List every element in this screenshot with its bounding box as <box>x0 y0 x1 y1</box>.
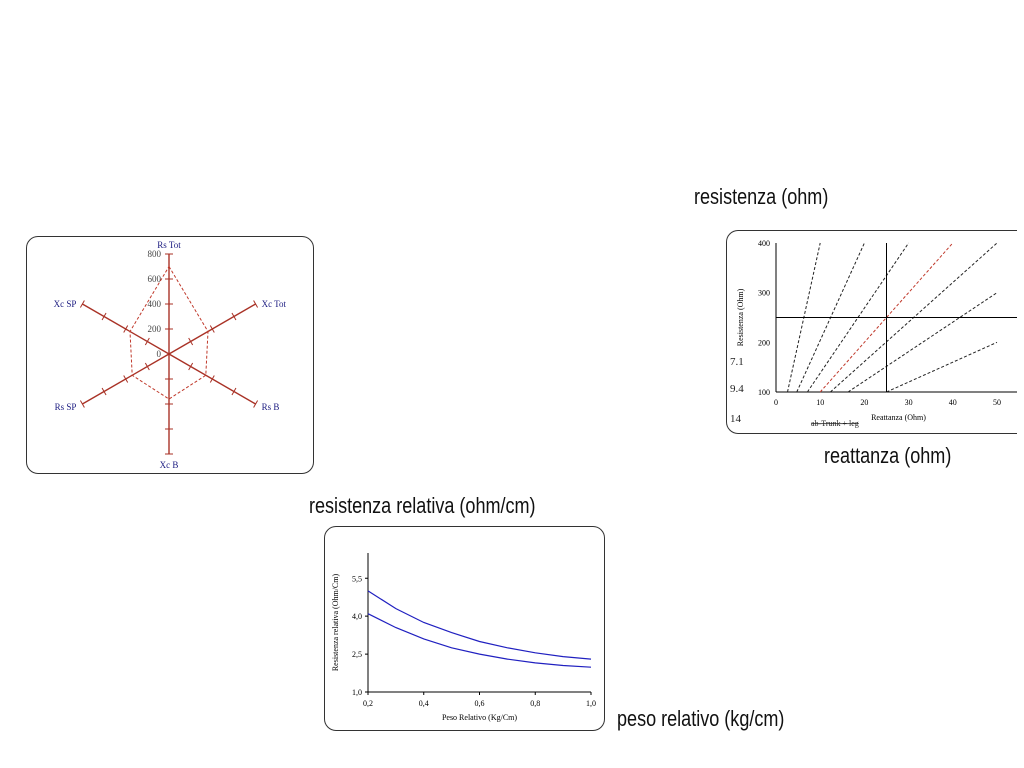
rxc-y-tick-label: 300 <box>758 289 770 298</box>
radar-axis-label: Rs Tot <box>157 240 181 250</box>
rxc-x-tick-label: 0 <box>774 398 778 407</box>
reattanza-label: reattanza (ohm) <box>824 443 952 468</box>
radar-tick-label: 800 <box>148 249 162 259</box>
radar-series-polygon <box>129 265 209 400</box>
radar-tick <box>188 362 194 371</box>
rxc-x-tick-label: 20 <box>860 398 868 407</box>
rel-x-tick-label: 0,6 <box>475 699 485 708</box>
relative-chart-panel: 0,2 0,4 0,6 0,8 1,0 1,0 2,5 4,0 5,5 Peso Relativo… <box>324 526 605 731</box>
radar-tick-label: 0 <box>157 349 162 359</box>
radar-tick <box>79 300 85 308</box>
radar-tick <box>123 375 129 383</box>
rel-y-tick-label: 4,0 <box>352 612 362 621</box>
rel-x-tick-label: 0,2 <box>363 699 373 708</box>
rxc-chart: 0 10 20 30 40 50 100 200 300 400 Reattanza (Ohm) Re… <box>730 239 1017 428</box>
rxc-x-tick-label: 30 <box>905 398 913 407</box>
rxc-vector-line <box>847 292 998 393</box>
resistenza-relativa-label: resistenza relativa (ohm/cm) <box>309 493 536 518</box>
radar-tick <box>253 400 259 408</box>
peso-relativo-label: peso relativo (kg/cm) <box>617 706 785 731</box>
relative-chart: 0,2 0,4 0,6 0,8 1,0 1,0 2,5 4,0 5,5 Peso Relativo… <box>331 553 596 722</box>
rxc-x-tick-label: 10 <box>816 398 824 407</box>
rel-y-tick-label: 5,5 <box>352 574 362 583</box>
radar-tick <box>188 337 194 346</box>
radar-tick <box>144 362 150 371</box>
radar-axis-label: Rs SP <box>55 402 77 412</box>
radar-tick-label: 200 <box>148 324 162 334</box>
rel-series-line <box>367 613 592 668</box>
rel-x-axis-label: Peso Relativo (Kg/Cm) <box>442 713 517 722</box>
radar-axis-label: Xc Tot <box>262 299 287 309</box>
rxc-y-tick-label: 400 <box>758 239 770 248</box>
rxc-side-label: 9.4 <box>730 383 744 395</box>
radar-axis-label: Xc SP <box>54 299 77 309</box>
radar-tick-label: 400 <box>148 299 162 309</box>
radar-chart: Rs Tot Xc Tot Rs B Xc B Rs SP Xc SP 0 200 400 600… <box>54 240 287 470</box>
rxc-y-tick-label: 100 <box>758 388 770 397</box>
resistenza-label: resistenza (ohm) <box>694 184 829 209</box>
rel-y-tick-label: 1,0 <box>352 688 362 697</box>
radar-tick <box>144 337 150 346</box>
radar-tick <box>209 325 215 333</box>
radar-axis-label: Rs B <box>262 402 280 412</box>
radar-tick-label: 600 <box>148 274 162 284</box>
rxc-side-label: 14 <box>730 413 742 425</box>
rxc-legend-text: ab-Trunk + leg <box>811 419 859 428</box>
radar-tick <box>231 387 237 396</box>
rxc-side-label: 7.1 <box>730 356 744 368</box>
radar-tick <box>101 387 107 396</box>
rxc-x-tick-label: 50 <box>993 398 1001 407</box>
radar-tick <box>209 375 215 383</box>
radar-tick <box>231 312 237 321</box>
rel-series-line <box>367 590 592 660</box>
radar-tick <box>253 300 259 308</box>
rxc-x-axis-label: Reattanza (Ohm) <box>871 413 926 422</box>
rel-x-tick-label: 1,0 <box>586 699 596 708</box>
rxc-vector-line <box>819 242 954 393</box>
rxc-y-tick-label: 200 <box>758 338 770 347</box>
rxc-x-tick-label: 40 <box>949 398 957 407</box>
rel-x-tick-label: 0,8 <box>530 699 540 708</box>
radar-tick <box>79 400 85 408</box>
rxc-chart-panel: 0 10 20 30 40 50 100 200 300 400 Reattanza (Ohm) Re… <box>726 230 1017 434</box>
rxc-y-axis-label: Resistenza (Ohm) <box>736 288 745 346</box>
radar-axis-label: Xc B <box>160 460 179 470</box>
radar-tick <box>101 312 107 321</box>
rel-y-tick-label: 2,5 <box>352 650 362 659</box>
radar-chart-panel: Rs Tot Xc Tot Rs B Xc B Rs SP Xc SP 0 200 400 600… <box>26 236 314 474</box>
rel-y-axis-label: Resistenza relativa (Ohm/Cm) <box>331 574 340 672</box>
rxc-vector-line <box>886 341 998 393</box>
rel-x-tick-label: 0,4 <box>419 699 429 708</box>
radar-tick <box>123 325 129 333</box>
